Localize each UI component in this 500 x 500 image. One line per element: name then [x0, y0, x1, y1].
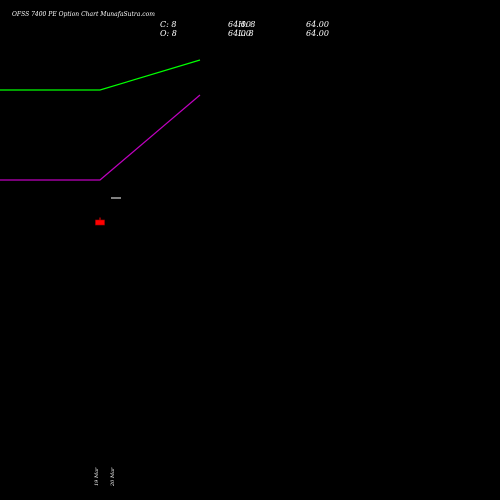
candle-body: [111, 197, 121, 199]
x-tick-label: 19 Mar: [94, 467, 100, 486]
low-label: L: 8: [237, 29, 254, 38]
x-axis-ticks: 19 Mar 20 Mar: [94, 467, 116, 487]
close-value: 64.00: [228, 20, 251, 29]
open-label: O: 8: [160, 29, 177, 38]
high-label: H: 8: [237, 20, 255, 29]
series-layer: [0, 59, 201, 181]
chart-title: OFSS 7400 PE Option Chart MunafaSutra.co…: [12, 11, 155, 18]
candle-layer: [95, 197, 121, 226]
high-value: 64.00: [306, 20, 329, 29]
x-tick-label: 20 Mar: [110, 467, 116, 487]
close-label: C: 8: [160, 20, 176, 29]
series-purple-line: [0, 94, 201, 181]
open-value: 64.00: [228, 29, 251, 38]
series-green-line: [0, 59, 201, 91]
low-value: 64.00: [306, 29, 329, 38]
candle-body: [95, 219, 105, 226]
